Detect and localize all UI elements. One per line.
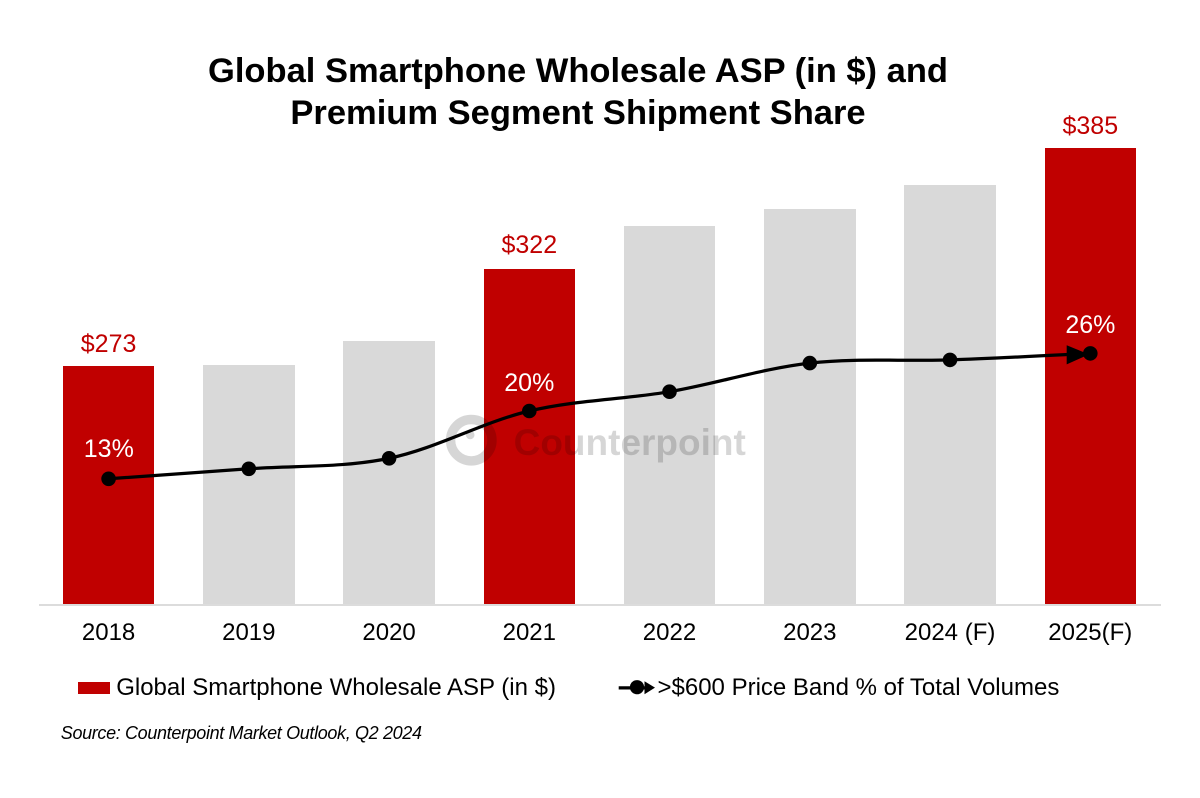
svg-text:Counterpoint: Counterpoint	[514, 422, 746, 463]
